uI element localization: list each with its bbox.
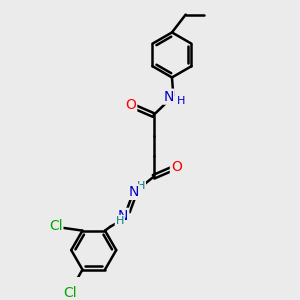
Text: H: H [137, 182, 145, 191]
Text: N: N [128, 185, 139, 199]
Text: N: N [118, 209, 128, 223]
Text: Cl: Cl [63, 286, 76, 300]
Text: N: N [163, 90, 174, 104]
Text: O: O [125, 98, 136, 112]
Text: Cl: Cl [49, 220, 62, 233]
Text: O: O [171, 160, 182, 174]
Text: H: H [116, 216, 124, 226]
Text: H: H [177, 96, 185, 106]
